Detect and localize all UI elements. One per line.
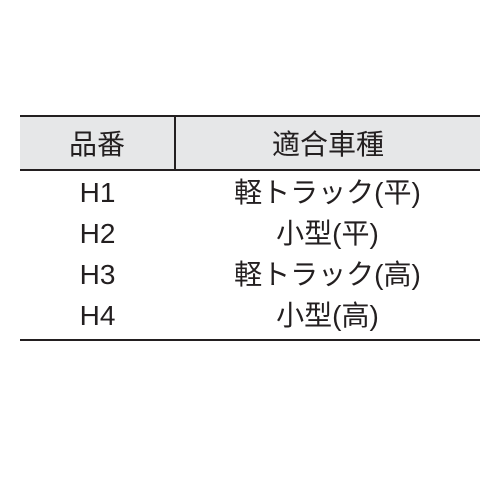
col-header-part-number: 品番 (20, 116, 175, 170)
compat-table: 品番 適合車種 H1 軽トラック(平) H2 小型(平) H3 軽トラック(高)… (20, 115, 480, 341)
col-header-compatible-model: 適合車種 (175, 116, 480, 170)
table-row: H4 小型(高) (20, 294, 480, 340)
table-row: H2 小型(平) (20, 212, 480, 253)
cell-compatible-model: 小型(平) (175, 212, 480, 253)
cell-part-number: H4 (20, 294, 175, 340)
cell-part-number: H3 (20, 253, 175, 294)
cell-part-number: H2 (20, 212, 175, 253)
cell-compatible-model: 小型(高) (175, 294, 480, 340)
cell-compatible-model: 軽トラック(平) (175, 170, 480, 212)
cell-part-number: H1 (20, 170, 175, 212)
table-row: H3 軽トラック(高) (20, 253, 480, 294)
table-row: H1 軽トラック(平) (20, 170, 480, 212)
cell-compatible-model: 軽トラック(高) (175, 253, 480, 294)
compat-table-container: 品番 適合車種 H1 軽トラック(平) H2 小型(平) H3 軽トラック(高)… (20, 115, 480, 341)
table-header-row: 品番 適合車種 (20, 116, 480, 170)
